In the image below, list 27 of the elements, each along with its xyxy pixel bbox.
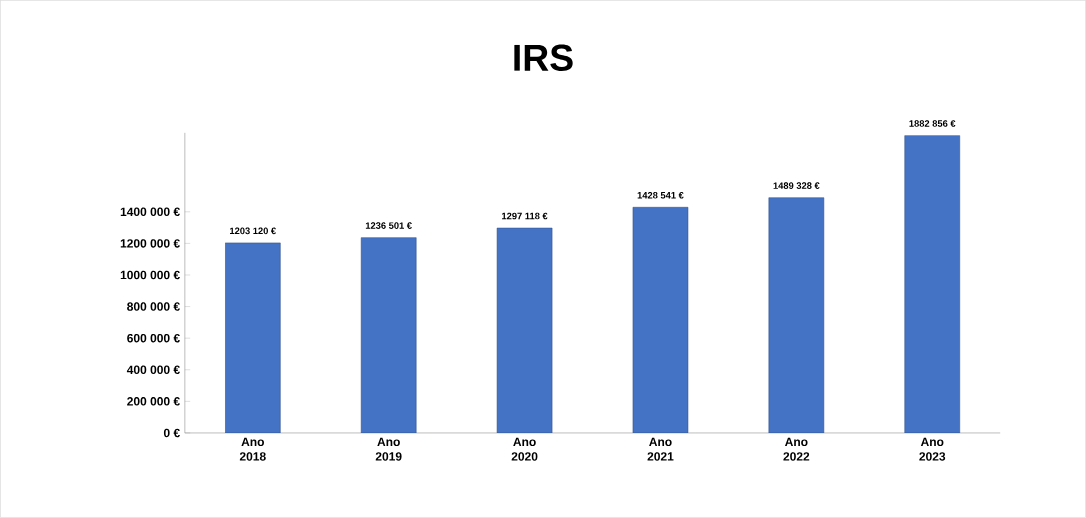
- chart-title: IRS: [514, 44, 573, 72]
- data-label: 1882 856 €: [909, 120, 956, 127]
- y-tick-label: 200 000 €: [127, 397, 180, 406]
- x-tick-label: Ano 2022: [783, 437, 810, 461]
- y-tick-label: 1400 000 €: [120, 207, 180, 217]
- data-label: 1489 328 €: [773, 182, 820, 190]
- y-tick-label: 400 000 €: [126, 365, 180, 375]
- y-tick-label: 0 €: [163, 428, 180, 438]
- x-tick-label: Ano 2019: [375, 437, 402, 461]
- bar: [768, 197, 825, 434]
- y-tick-label: 1000 000 €: [120, 270, 180, 280]
- x-tick-label: Ano 2018: [239, 437, 266, 461]
- bar: [225, 242, 281, 434]
- data-label: 1236 501 €: [365, 222, 412, 230]
- data-label: 1297 118 €: [502, 212, 548, 220]
- data-label: 1428 541 €: [637, 192, 684, 199]
- bar: [904, 135, 961, 434]
- y-tick-label: 1200 000 €: [120, 239, 180, 248]
- bar: [632, 207, 689, 434]
- y-tick-label: 800 000 €: [127, 302, 180, 311]
- y-tick-label: 600 000 €: [127, 334, 180, 343]
- bar: [496, 227, 553, 434]
- x-tick-label: Ano 2023: [919, 437, 946, 461]
- x-tick-label: Ano 2021: [647, 437, 674, 461]
- x-tick-label: Ano 2020: [511, 437, 538, 461]
- bar: [360, 237, 417, 434]
- data-label: 1203 120 €: [230, 227, 276, 235]
